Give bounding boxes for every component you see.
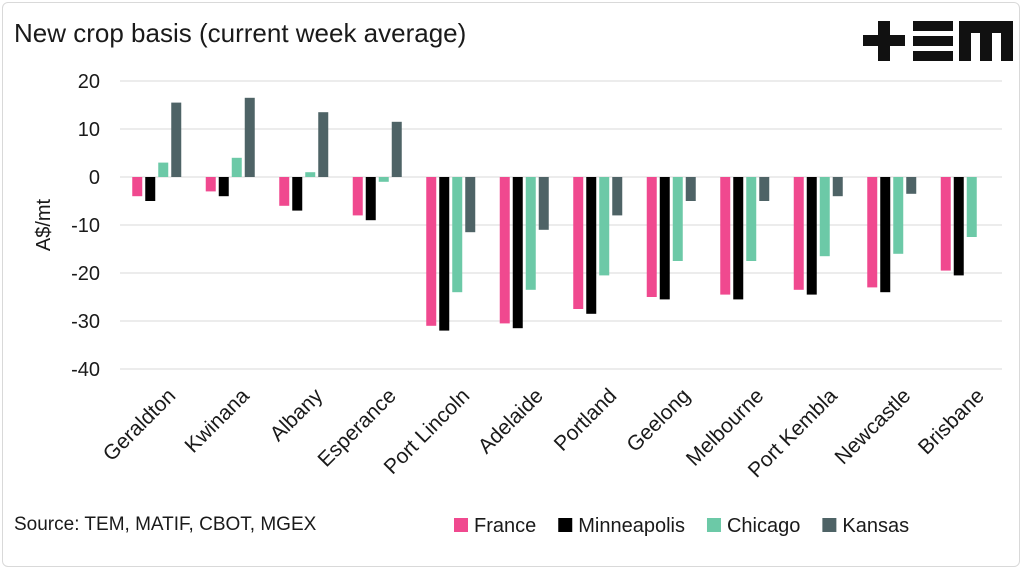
- y-tick-label: 10: [78, 119, 100, 141]
- x-tick-label: Adelaide: [474, 384, 548, 458]
- legend-item-chicago: Chicago: [706, 515, 800, 537]
- bars: [132, 97, 977, 331]
- bar-france-melbourne: [720, 177, 731, 295]
- tem-logo: [863, 21, 1013, 61]
- legend-swatch: [706, 518, 721, 532]
- bar-chicago-melbourne: [746, 177, 757, 261]
- legend-label: Minneapolis: [578, 515, 685, 537]
- bar-france-newcastle: [867, 177, 878, 288]
- legend: France Minneapolis Chicago Kansas: [454, 515, 909, 537]
- bar-kansas-newcastle: [906, 177, 917, 194]
- bar-chicago-brisbane: [966, 177, 977, 237]
- legend-label: Kansas: [842, 515, 909, 537]
- bar-chicago-adelaide: [525, 177, 536, 290]
- bar-minneapolis-adelaide: [512, 177, 523, 329]
- bar-minneapolis-esperance: [365, 177, 376, 221]
- y-tick-label: 20: [78, 71, 100, 93]
- bar-kansas-port-lincoln: [465, 177, 476, 233]
- y-tick-label: 0: [89, 167, 100, 189]
- bar-france-esperance: [352, 177, 363, 216]
- legend-swatch: [454, 518, 468, 532]
- bar-kansas-adelaide: [538, 177, 549, 230]
- x-tick-label: Albany: [266, 384, 328, 446]
- bar-minneapolis-newcastle: [880, 177, 891, 293]
- bar-minneapolis-port-lincoln: [439, 177, 450, 331]
- bar-france-port-lincoln: [426, 177, 437, 326]
- y-tick-label: -20: [71, 263, 100, 285]
- bar-france-geraldton: [132, 177, 143, 197]
- bar-france-adelaide: [499, 177, 510, 324]
- legend-swatch: [822, 518, 837, 532]
- bar-chicago-port-lincoln: [452, 177, 463, 293]
- bar-chicago-newcastle: [893, 177, 904, 254]
- legend-label: Chicago: [727, 515, 800, 537]
- legend-label: France: [474, 515, 536, 537]
- bar-france-portland: [573, 177, 584, 309]
- bar-minneapolis-port-kembla: [806, 177, 817, 295]
- y-tick-labels: 20 10 0 -10 -20 -30 -40: [71, 71, 100, 381]
- bar-minneapolis-albany: [292, 177, 303, 211]
- bar-chicago-geelong: [672, 177, 683, 261]
- bar-france-albany: [279, 177, 290, 206]
- x-tick-label: Kwinana: [181, 384, 254, 457]
- bar-kansas-esperance: [391, 121, 402, 177]
- bar-minneapolis-geelong: [659, 177, 670, 300]
- bar-france-kwinana: [205, 177, 216, 192]
- bar-france-port-kembla: [793, 177, 804, 290]
- y-tick-label: -10: [71, 215, 100, 237]
- y-tick-label: -40: [71, 359, 100, 381]
- bar-chicago-albany: [305, 172, 316, 177]
- bar-france-geelong: [646, 177, 657, 297]
- x-tick-label: Geelong: [622, 384, 694, 456]
- bar-minneapolis-brisbane: [953, 177, 964, 276]
- x-tick-label: Geraldton: [99, 384, 180, 465]
- bar-chicago-esperance: [378, 177, 389, 182]
- bar-chicago-kwinana: [231, 157, 242, 177]
- bar-minneapolis-kwinana: [218, 177, 229, 197]
- bar-kansas-port-kembla: [832, 177, 843, 197]
- bar-kansas-geraldton: [171, 102, 182, 177]
- y-tick-label: -30: [71, 311, 100, 333]
- bar-kansas-albany: [318, 112, 329, 177]
- bar-minneapolis-melbourne: [733, 177, 744, 300]
- y-axis-label: A$/mt: [33, 198, 55, 251]
- legend-item-minneapolis: Minneapolis: [558, 515, 685, 537]
- x-tick-label: Newcastle: [831, 384, 916, 469]
- grid-lines: [120, 80, 1002, 370]
- bar-kansas-kwinana: [244, 97, 255, 177]
- bar-chicago-geraldton: [158, 162, 169, 177]
- legend-item-kansas: Kansas: [822, 515, 909, 537]
- bar-france-brisbane: [940, 177, 951, 271]
- legend-item-france: France: [454, 515, 536, 537]
- bar-chicago-port-kembla: [819, 177, 830, 257]
- bar-minneapolis-portland: [586, 177, 597, 314]
- bar-kansas-portland: [612, 177, 623, 216]
- bar-kansas-geelong: [685, 177, 696, 201]
- x-tick-label: Brisbane: [914, 384, 989, 459]
- x-tick-label: Portland: [550, 384, 622, 456]
- bar-minneapolis-geraldton: [145, 177, 156, 201]
- bar-kansas-melbourne: [759, 177, 770, 201]
- bar-chart: 20 10 0 -10 -20 -30 -40 Geraldton Kwinana Albany…: [33, 71, 1002, 482]
- legend-swatch: [558, 518, 573, 532]
- chart-title: New crop basis (current week average): [14, 18, 467, 48]
- bar-chicago-portland: [599, 177, 610, 276]
- source-note: Source: TEM, MATIF, CBOT, MGEX: [14, 514, 317, 535]
